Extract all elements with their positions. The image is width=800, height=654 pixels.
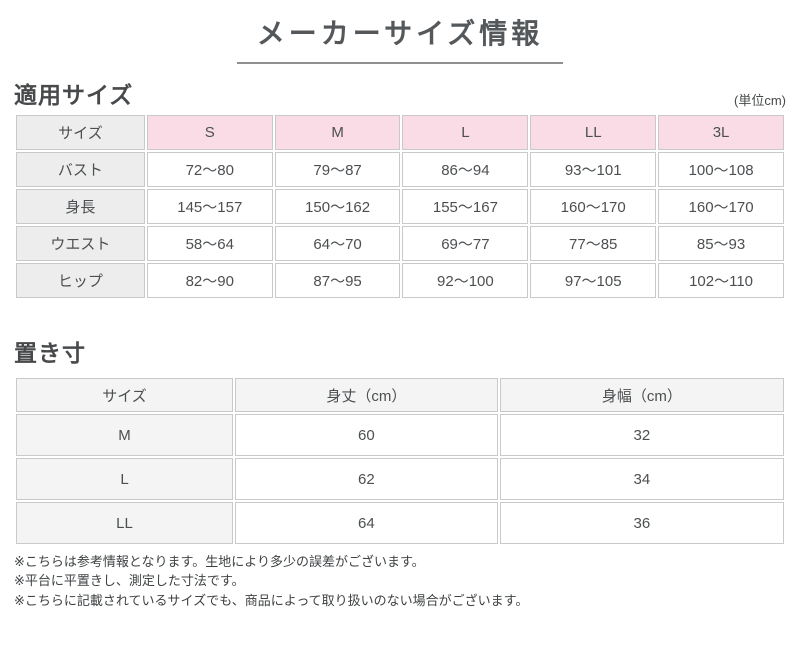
value-cell: 92〜100	[402, 263, 529, 298]
header-cell-size-m: M	[274, 115, 401, 150]
header-cell-body-width: 身幅（cm）	[499, 378, 784, 412]
page-title-wrap: メーカーサイズ情報	[14, 10, 786, 64]
unit-note: (単位cm)	[734, 93, 786, 108]
value-cell: 58〜64	[146, 226, 273, 261]
measure-header-row: サイズ 身丈（cm） 身幅（cm）	[16, 378, 784, 412]
header-cell-size-3l: 3L	[658, 115, 784, 150]
measure-row-ll: LL 64 36	[16, 502, 784, 544]
header-cell-size-label: サイズ	[16, 378, 233, 412]
value-cell: 150〜162	[274, 189, 401, 224]
header-cell-size-label: サイズ	[16, 115, 145, 150]
table-row-bust: バスト 72〜80 79〜87 86〜94 93〜101 100〜108	[16, 152, 784, 187]
footnote-availability: ※こちらに記載されているサイズでも、商品によって取り扱いのない場合がございます。	[14, 592, 529, 608]
table-row-hip: ヒップ 82〜90 87〜95 92〜100 97〜105 102〜110	[16, 263, 784, 298]
measure-row-m: M 60 32	[16, 414, 784, 456]
value-cell: 155〜167	[402, 189, 529, 224]
value-cell: 100〜108	[658, 152, 784, 187]
value-cell: 79〜87	[274, 152, 401, 187]
row-label-cell: L	[16, 458, 233, 500]
applicable-size-table: サイズ S M L LL 3L バスト 72〜80 79〜87 86〜94 93…	[14, 113, 786, 300]
footnote-flat-measured: ※平台に平置きし、測定した寸法です。	[14, 573, 245, 589]
flat-measure-table: サイズ 身丈（cm） 身幅（cm） M 60 32 L 62 34 LL 64 …	[14, 376, 786, 546]
size-header-row: サイズ S M L LL 3L	[16, 115, 784, 150]
header-cell-body-length: 身丈（cm）	[234, 378, 498, 412]
size-info-page: メーカーサイズ情報 適用サイズ (単位cm) サイズ S M L LL 3L バ…	[14, 10, 786, 608]
row-label-cell: バスト	[16, 152, 145, 187]
value-cell: 160〜170	[658, 189, 784, 224]
row-label-cell: M	[16, 414, 233, 456]
row-label-cell: 身長	[16, 189, 145, 224]
value-cell: 82〜90	[146, 263, 273, 298]
value-cell: 60	[234, 414, 498, 456]
row-label-cell: LL	[16, 502, 233, 544]
header-cell-size-s: S	[146, 115, 273, 150]
table-row-height: 身長 145〜157 150〜162 155〜167 160〜170 160〜1…	[16, 189, 784, 224]
footnote-reference-info: ※こちらは参考情報となります。生地により多少の誤差がございます。	[14, 554, 425, 569]
value-cell: 32	[499, 414, 784, 456]
section-heading-applicable-size: 適用サイズ	[14, 82, 134, 108]
value-cell: 64〜70	[274, 226, 401, 261]
measure-row-l: L 62 34	[16, 458, 784, 500]
value-cell: 64	[234, 502, 498, 544]
value-cell: 93〜101	[530, 152, 657, 187]
value-cell: 36	[499, 502, 784, 544]
value-cell: 86〜94	[402, 152, 529, 187]
value-cell: 62	[234, 458, 498, 500]
value-cell: 97〜105	[530, 263, 657, 298]
value-cell: 85〜93	[658, 226, 784, 261]
applicable-size-section-header: 適用サイズ (単位cm)	[14, 76, 786, 110]
table-row-waist: ウエスト 58〜64 64〜70 69〜77 77〜85 85〜93	[16, 226, 784, 261]
value-cell: 77〜85	[530, 226, 657, 261]
value-cell: 160〜170	[530, 189, 657, 224]
value-cell: 34	[499, 458, 784, 500]
value-cell: 102〜110	[658, 263, 784, 298]
row-label-cell: ヒップ	[16, 263, 145, 298]
value-cell: 72〜80	[146, 152, 273, 187]
section-heading-flat-measure: 置き寸	[14, 340, 86, 366]
page-title: メーカーサイズ情報	[236, 10, 564, 64]
header-cell-size-ll: LL	[530, 115, 657, 150]
value-cell: 87〜95	[274, 263, 401, 298]
row-label-cell: ウエスト	[16, 226, 145, 261]
value-cell: 69〜77	[402, 226, 529, 261]
value-cell: 145〜157	[146, 189, 273, 224]
footnotes: ※こちらは参考情報となります。生地により多少の誤差がございます。 ※平台に平置き…	[14, 554, 786, 608]
header-cell-size-l: L	[402, 115, 529, 150]
